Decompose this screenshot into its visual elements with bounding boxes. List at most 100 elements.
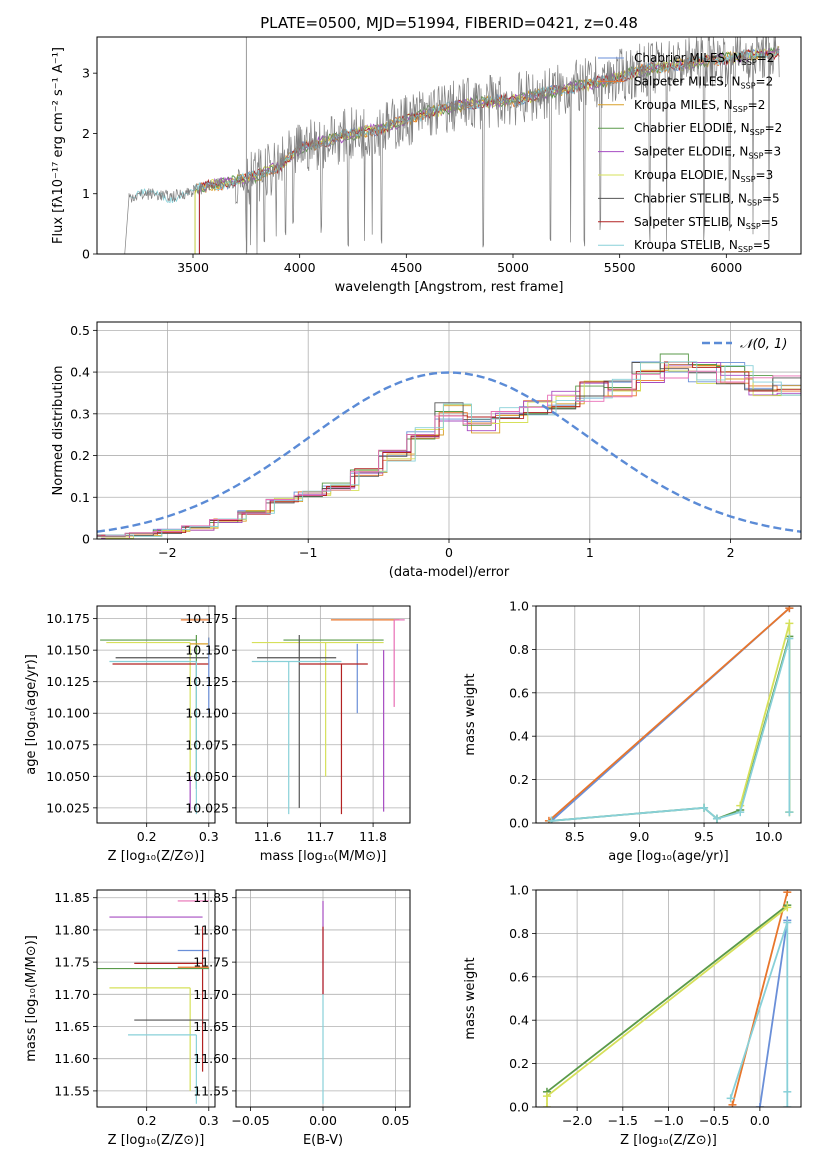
legend-entry: Salpeter STELIB, NSSP=5	[634, 215, 778, 231]
x-tick-label: 9.5	[694, 829, 714, 844]
legend-entry: 𝒩(0, 1)	[740, 337, 787, 352]
legend-tail: =5	[762, 191, 780, 205]
y-tick-label: 10.125	[46, 674, 90, 689]
x-tick-label: 8.5	[565, 829, 585, 844]
y-tick-label: 0.2	[70, 448, 90, 463]
histogram-chabrier_stelib	[97, 362, 801, 536]
x-tick-label: 0	[445, 545, 453, 560]
observed-spectrum	[124, 37, 780, 254]
x-tick-label: 9.0	[629, 829, 649, 844]
x-tick-label: −1.0	[653, 1113, 683, 1128]
axes-frame	[96, 889, 216, 1108]
legend-entry: Kroupa MILES, NSSP=2	[634, 98, 765, 114]
weight-line-chabrier_miles	[759, 920, 789, 1107]
legend-entry: Kroupa ELODIE, NSSP=3	[634, 168, 773, 184]
y-tick-label: 1.0	[509, 883, 529, 898]
legend-name: Salpeter STELIB, N	[634, 215, 746, 229]
legend-sub: SSP	[742, 58, 757, 67]
y-tick-label: 11.70	[54, 987, 90, 1002]
x-tick-label: −2.0	[562, 1113, 592, 1128]
x-axis-label: age [log₁₀(age/yr)]	[608, 849, 729, 864]
x-axis-label: Z [log₁₀(Z/Z⊙)]	[620, 1133, 717, 1148]
axes-frame	[96, 605, 216, 824]
y-axis-label: mass weight	[463, 673, 478, 755]
y-axis-label: Normed distribution	[51, 366, 66, 496]
y-tick-label: 0.4	[509, 1013, 529, 1028]
x-axis-label: wavelength [Angstrom, rest frame]	[335, 280, 564, 295]
legend-name: Salpeter ELODIE, N	[634, 145, 748, 159]
y-tick-label: 10.150	[185, 643, 229, 658]
legend-sub: SSP	[746, 222, 761, 231]
x-tick-label: 5000	[497, 260, 529, 275]
histogram-chabrier_elodie	[97, 353, 801, 538]
y-tick-label: 0.2	[509, 772, 529, 787]
axes-frame	[535, 605, 802, 824]
x-tick-label: −0.5	[699, 1113, 729, 1128]
weight_vs_Z-plot	[542, 890, 792, 1107]
y-tick-label: 10.050	[46, 769, 90, 784]
y-tick-label: 0.8	[509, 926, 529, 941]
residuals-legend: 𝒩(0, 1)	[702, 337, 787, 352]
weight_vs_Z-axes: −2.0 −1.5 −1.0 −0.5 0.0 0.0 0.2 0.4 0.6 0.8 1.0 Z […	[463, 883, 801, 1148]
y-tick-label: 0.5	[70, 323, 90, 338]
y-tick-label: 10.100	[46, 706, 90, 721]
y-axis-label: mass [log₁₀(M/M⊙)]	[24, 935, 39, 1062]
y-tick-label: 10.025	[46, 800, 90, 815]
histogram-salpeter_stelib	[101, 361, 801, 536]
residuals-plot	[97, 353, 801, 539]
x-tick-label: −2	[158, 545, 176, 560]
x-tick-label: 11.6	[254, 829, 282, 844]
y-tick-label: 11.60	[193, 1051, 229, 1066]
histogram-salpeter_miles	[101, 364, 801, 539]
legend-sub: SSP	[748, 152, 763, 161]
y-tick-label: 0.1	[70, 490, 90, 505]
y-tick-label: 11.75	[193, 955, 229, 970]
y-axis-label: Flux [fλ10⁻¹⁷ erg cm⁻² s⁻¹ A⁻¹]	[51, 47, 66, 244]
legend-entry: Chabrier ELODIE, NSSP=2	[634, 121, 782, 137]
legend-sub: SSP	[741, 175, 756, 184]
legend-tail: =3	[756, 168, 774, 182]
x-axis-label: E(B-V)	[303, 1133, 343, 1148]
y-tick-label: 11.80	[54, 922, 90, 937]
x-tick-label: −1	[299, 545, 317, 560]
y-tick-label: 11.85	[54, 890, 90, 905]
legend-entry: Salpeter MILES, NSSP=2	[634, 74, 773, 90]
y-tick-label: 11.70	[193, 987, 229, 1002]
legend-name: Chabrier STELIB, N	[634, 191, 747, 205]
y-tick-label: 1.0	[509, 599, 529, 614]
y-tick-label: 0.0	[509, 1100, 529, 1115]
weight-line-chabrier_elodie	[546, 904, 788, 1093]
y-tick-label: 10.025	[185, 800, 229, 815]
weight-line-kroupa_elodie	[546, 906, 788, 1107]
legend-entry: Chabrier STELIB, NSSP=5	[634, 191, 780, 207]
x-axis-label: Z [log₁₀(Z/Z⊙)]	[108, 1133, 205, 1148]
histogram-kroupa_miles	[105, 364, 801, 537]
histogram-kroupa_stelib	[105, 361, 801, 537]
legend-name: Salpeter MILES, N	[634, 74, 741, 88]
x-tick-label: 0.3	[199, 829, 219, 844]
legend-name: Kroupa ELODIE, N	[634, 168, 741, 182]
y-tick-label: 10.075	[46, 737, 90, 752]
y-tick-label: 0.0	[509, 816, 529, 831]
figure-title: PLATE=0500, MJD=51994, FIBERID=0421, z=0…	[260, 14, 638, 32]
legend-sub: SSP	[747, 198, 762, 207]
x-tick-label: 0.0	[750, 1113, 770, 1128]
legend-name: Kroupa MILES, N	[634, 98, 733, 112]
legend-tail: =5	[753, 238, 771, 252]
y-tick-label: 0.4	[509, 729, 529, 744]
x-tick-label: 0.05	[382, 1113, 410, 1128]
age_vs_Z-plot	[100, 619, 210, 815]
y-tick-label: 3	[82, 66, 90, 81]
normal-curve	[97, 371, 801, 533]
y-tick-label: 11.75	[54, 955, 90, 970]
mass_vs_Z-plot	[97, 900, 209, 1104]
y-tick-label: 1	[82, 186, 90, 201]
x-tick-label: 0.2	[137, 1113, 157, 1128]
y-tick-label: 10.075	[185, 737, 229, 752]
weight-line-salpeter_miles	[731, 891, 789, 1106]
y-axis-label: mass weight	[463, 957, 478, 1039]
legend-entry: Salpeter ELODIE, NSSP=3	[634, 145, 781, 161]
weight_vs_age-axes: 8.5 9.0 9.5 10.0 0.0 0.2 0.4 0.6 0.8 1.0 age [log₁…	[463, 599, 801, 864]
